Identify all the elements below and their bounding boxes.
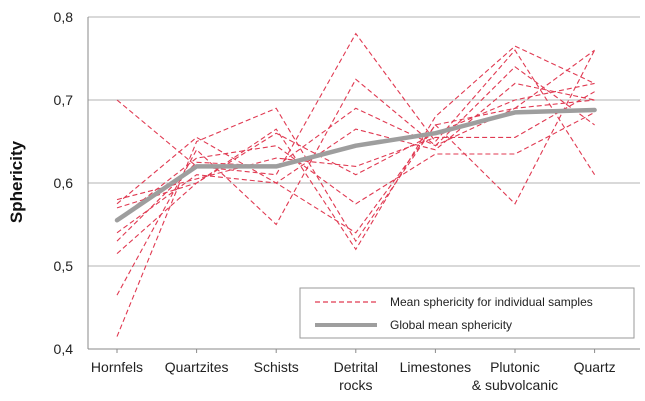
- y-tick-labels: 0,4 0,5 0,6 0,7 0,8: [54, 9, 74, 357]
- sample-series-layer: [116, 32, 596, 337]
- sample-series-line: [116, 45, 595, 255]
- x-tick-label: Plutonic: [490, 359, 540, 375]
- legend: Mean sphericity for individual samples G…: [299, 287, 635, 339]
- sample-series-line: [116, 66, 595, 296]
- sample-series-line: [116, 49, 596, 337]
- x-tick-label: Hornfels: [91, 359, 143, 375]
- x-tick-label: Quartz: [574, 359, 616, 375]
- sample-series-line: [116, 32, 596, 176]
- x-tick-label: Limestones: [400, 359, 472, 375]
- sample-series-line: [116, 91, 595, 201]
- y-tick-label: 0,8: [54, 9, 74, 25]
- sample-series-line: [116, 111, 595, 221]
- sample-series-line: [116, 82, 595, 209]
- x-tick-label: rocks: [339, 377, 372, 393]
- x-tick-labels: Hornfels Quartzites Schists Detrital rocks Li…: [91, 359, 616, 393]
- y-axis-label: Sphericity: [7, 140, 26, 223]
- axis-layer: [87, 17, 640, 353]
- x-tick-label: & subvolcanic: [472, 377, 558, 393]
- x-tick-label: Quartzites: [165, 359, 229, 375]
- legend-box: [299, 287, 635, 339]
- y-tick-label: 0,5: [54, 258, 74, 274]
- y-tick-label: 0,4: [54, 341, 74, 357]
- global-mean-layer: [114, 107, 597, 223]
- y-tick-label: 0,7: [54, 92, 74, 108]
- x-tick-label: Detrital: [334, 359, 378, 375]
- sample-series-line: [116, 82, 595, 234]
- sample-series-line: [116, 99, 595, 242]
- x-tick-label: Schists: [254, 359, 299, 375]
- legend-label-samples: Mean sphericity for individual samples: [390, 295, 593, 309]
- legend-label-global: Global mean sphericity: [390, 318, 512, 332]
- y-tick-label: 0,6: [54, 175, 74, 191]
- sample-series-line: [116, 49, 595, 234]
- global-mean-line: [114, 107, 597, 223]
